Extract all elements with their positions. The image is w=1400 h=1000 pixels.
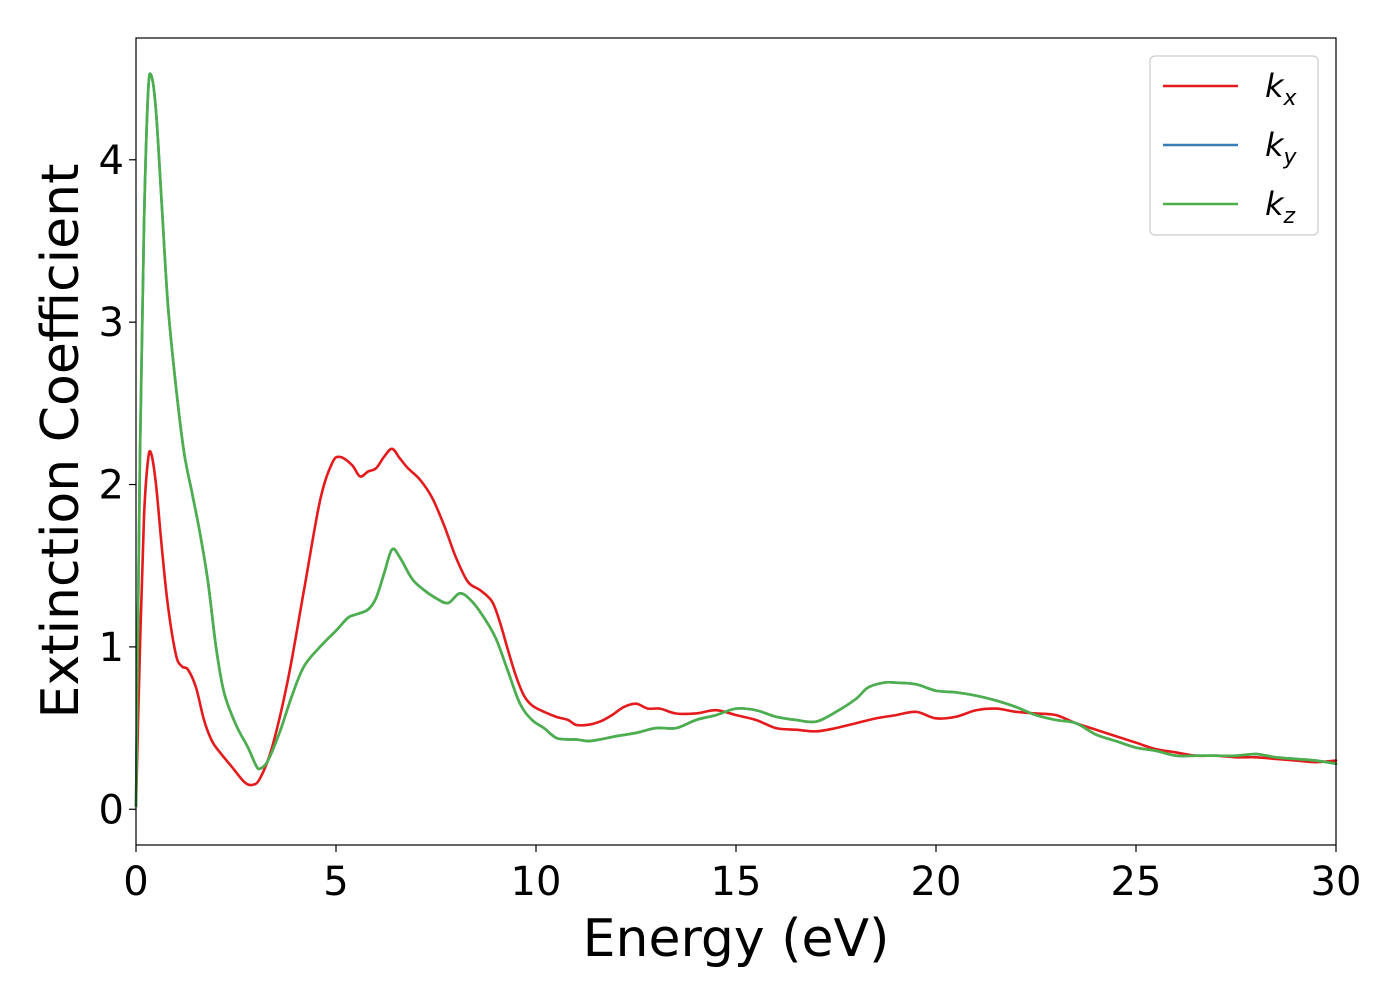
legend-label-kz: kz bbox=[1265, 185, 1296, 229]
y-tick-label: 1 bbox=[99, 625, 124, 671]
y-axis: 0 1 2 3 4 bbox=[99, 138, 136, 833]
y-tick-label: 4 bbox=[99, 138, 124, 184]
legend-symbol: k bbox=[1265, 67, 1285, 105]
y-tick-label: 2 bbox=[99, 463, 124, 509]
series-layer bbox=[134, 72, 1338, 808]
series-line-kx bbox=[134, 447, 1338, 808]
legend-subscript: y bbox=[1283, 145, 1298, 170]
legend-label-kx: kx bbox=[1265, 67, 1298, 111]
x-axis: 0 5 10 15 20 25 30 bbox=[123, 845, 1361, 905]
legend-label-ky: ky bbox=[1265, 126, 1298, 170]
legend-symbol: k bbox=[1265, 185, 1285, 223]
x-tick-label: 15 bbox=[711, 859, 762, 905]
legend-subscript: x bbox=[1283, 86, 1298, 111]
legend-symbol: k bbox=[1265, 126, 1285, 164]
x-tick-label: 0 bbox=[123, 859, 148, 905]
series-line-kz bbox=[134, 72, 1338, 808]
y-axis-title: Extinction Coefficient bbox=[31, 164, 91, 719]
plot-background bbox=[136, 38, 1336, 845]
y-tick-label: 3 bbox=[99, 300, 124, 346]
x-tick-label: 10 bbox=[511, 859, 562, 905]
x-tick-label: 25 bbox=[1111, 859, 1162, 905]
x-tick-label: 20 bbox=[911, 859, 962, 905]
y-tick-label: 0 bbox=[99, 787, 124, 833]
x-tick-label: 30 bbox=[1311, 859, 1362, 905]
x-tick-label: 5 bbox=[323, 859, 348, 905]
legend-subscript: z bbox=[1283, 204, 1296, 229]
x-axis-title: Energy (eV) bbox=[583, 909, 890, 969]
